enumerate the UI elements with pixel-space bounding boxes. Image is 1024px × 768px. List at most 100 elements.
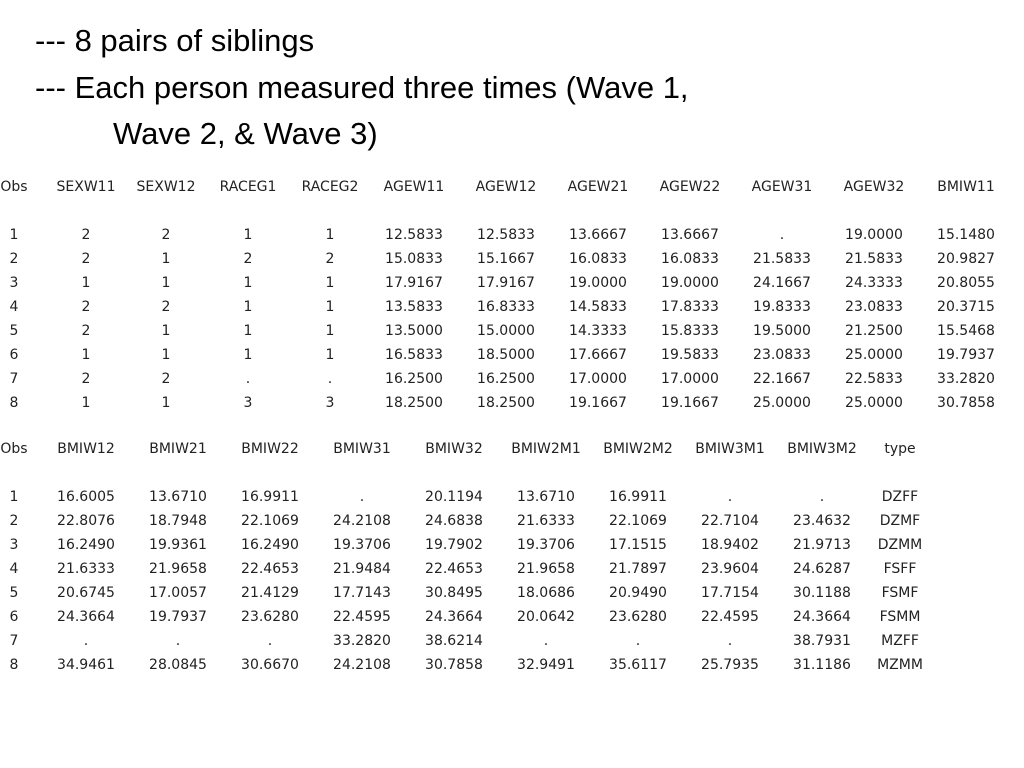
column-header: AGEW32: [844, 179, 905, 195]
table-cell: 15.0000: [477, 323, 535, 339]
column-header: RACEG1: [220, 179, 277, 195]
table-cell: MZMM: [877, 657, 923, 673]
table-cell: 2: [10, 513, 19, 529]
table-cell: 19.7937: [937, 347, 995, 363]
column-header: RACEG2: [302, 179, 359, 195]
table-cell: 33.2820: [937, 371, 995, 387]
column-header: BMIW31: [333, 441, 390, 457]
table-cell: 2: [82, 227, 91, 243]
table-cell: 35.6117: [609, 657, 667, 673]
table-cell: 17.6667: [569, 347, 627, 363]
table-cell: 15.8333: [661, 323, 719, 339]
table-cell: 17.8333: [661, 299, 719, 315]
table-cell: 22.7104: [701, 513, 759, 529]
table-cell: 15.0833: [385, 251, 443, 267]
table-cell: 2: [82, 299, 91, 315]
table-cell: 3: [10, 275, 19, 291]
table-cell: 21.5833: [753, 251, 811, 267]
table-cell: 24.2108: [333, 657, 391, 673]
table-cell: 17.9167: [385, 275, 443, 291]
table-cell: 2: [10, 251, 19, 267]
table-cell: 30.7858: [425, 657, 483, 673]
table-cell: 21.9713: [793, 537, 851, 553]
table-cell: .: [176, 633, 180, 649]
table-cell: 16.9911: [241, 489, 299, 505]
table-cell: 38.7931: [793, 633, 851, 649]
table-cell: 21.7897: [609, 561, 667, 577]
table-cell: 1: [162, 323, 171, 339]
table-cell: 24.3333: [845, 275, 903, 291]
table-cell: 6: [10, 609, 19, 625]
table-cell: 20.6745: [57, 585, 115, 601]
table-cell: 3: [326, 395, 335, 411]
table-cell: 19.0000: [845, 227, 903, 243]
table-cell: 6: [10, 347, 19, 363]
table-cell: 1: [326, 227, 335, 243]
table-cell: 1: [10, 489, 19, 505]
table-cell: 21.6333: [517, 513, 575, 529]
table-cell: .: [268, 633, 272, 649]
table-cell: 14.3333: [569, 323, 627, 339]
table-cell: 25.0000: [753, 395, 811, 411]
table-cell: 2: [82, 251, 91, 267]
table-cell: 1: [326, 347, 335, 363]
table-cell: 18.7948: [149, 513, 207, 529]
table-cell: 24.6287: [793, 561, 851, 577]
table-cell: 1: [244, 227, 253, 243]
table-cell: 19.5000: [753, 323, 811, 339]
table-cell: 16.5833: [385, 347, 443, 363]
table-cell: 23.6280: [241, 609, 299, 625]
table-cell: 32.9491: [517, 657, 575, 673]
table-cell: .: [246, 371, 250, 387]
table-cell: 16.2500: [477, 371, 535, 387]
table-cell: 19.0000: [569, 275, 627, 291]
table-cell: 19.3706: [517, 537, 575, 553]
table-cell: 21.9484: [333, 561, 391, 577]
table-cell: 13.6710: [149, 489, 207, 505]
column-header: Obs: [0, 179, 27, 195]
table-cell: 20.9490: [609, 585, 667, 601]
table-cell: 18.0686: [517, 585, 575, 601]
table-cell: 19.1667: [569, 395, 627, 411]
table-cell: 22.1069: [609, 513, 667, 529]
table-cell: 16.6005: [57, 489, 115, 505]
table-cell: 25.0000: [845, 395, 903, 411]
table-cell: 1: [326, 299, 335, 315]
table-cell: 8: [10, 395, 19, 411]
table-cell: 25.0000: [845, 347, 903, 363]
bullet-line: --- 8 pairs of siblings: [35, 23, 314, 58]
table-cell: FSFF: [884, 561, 917, 577]
table-cell: 30.1188: [793, 585, 851, 601]
table-cell: 3: [10, 537, 19, 553]
table-cell: 3: [244, 395, 253, 411]
column-header: AGEW11: [384, 179, 445, 195]
table-cell: 1: [162, 347, 171, 363]
column-header: BMIW11: [937, 179, 994, 195]
table-cell: 1: [82, 395, 91, 411]
table-cell: FSMM: [880, 609, 921, 625]
table-cell: 5: [10, 585, 19, 601]
table-cell: 24.3664: [57, 609, 115, 625]
table-cell: 19.9361: [149, 537, 207, 553]
table-cell: 1: [244, 323, 253, 339]
table-cell: 22.4653: [425, 561, 483, 577]
table-cell: .: [360, 489, 364, 505]
table-cell: 4: [10, 299, 19, 315]
table-cell: 20.0642: [517, 609, 575, 625]
table-cell: .: [728, 633, 732, 649]
table-cell: 22.1069: [241, 513, 299, 529]
table-cell: 23.4632: [793, 513, 851, 529]
table-cell: 5: [10, 323, 19, 339]
table-cell: 23.6280: [609, 609, 667, 625]
table-cell: 17.7154: [701, 585, 759, 601]
column-header: BMIW12: [57, 441, 114, 457]
table-cell: 16.9911: [609, 489, 667, 505]
table-cell: 1: [244, 275, 253, 291]
table-cell: 25.7935: [701, 657, 759, 673]
table-cell: 1: [244, 347, 253, 363]
table-cell: DZMM: [878, 537, 923, 553]
table-cell: 22.5833: [845, 371, 903, 387]
table-cell: 16.2490: [57, 537, 115, 553]
table-cell: 1: [82, 347, 91, 363]
table-cell: 1: [326, 275, 335, 291]
